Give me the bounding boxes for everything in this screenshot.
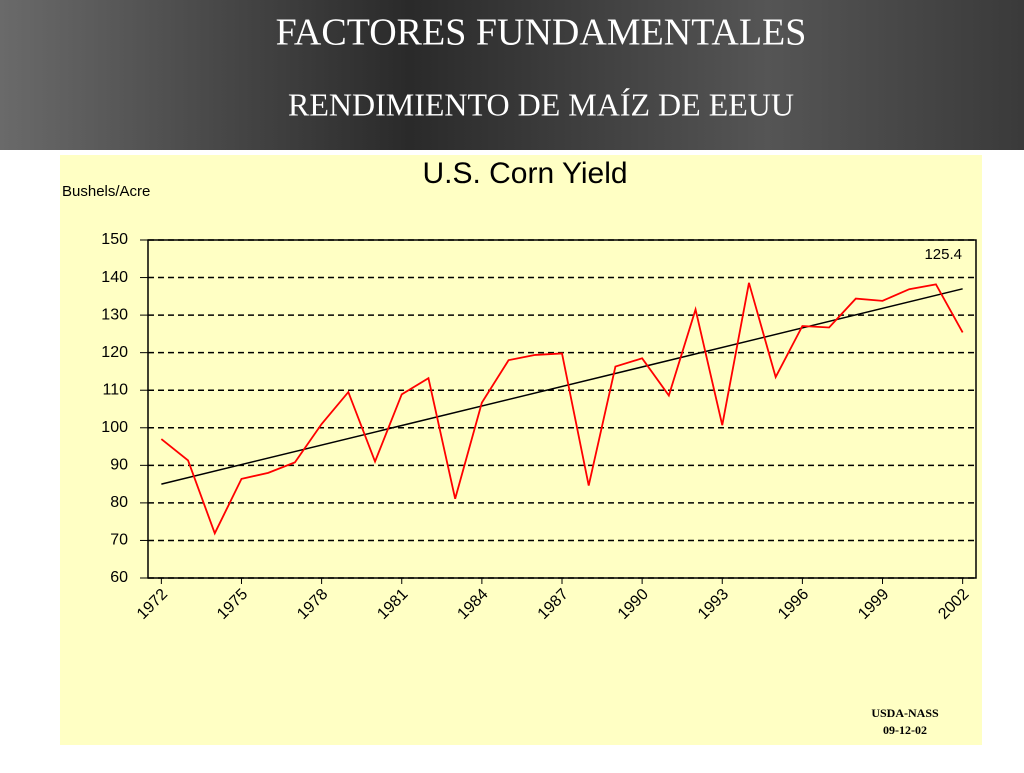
chart-title: U.S. Corn Yield	[422, 157, 627, 190]
y-tick-label: 70	[110, 532, 128, 549]
source-date: 09-12-02	[883, 723, 927, 737]
data-line	[160, 282, 964, 536]
y-tick-label: 100	[101, 419, 128, 436]
source: USDA-NASS	[871, 706, 939, 720]
banner	[0, 0, 1024, 150]
y-tick-label: 80	[110, 494, 128, 511]
y-tick-label: 150	[101, 231, 128, 248]
y-axis-label: Bushels/Acre	[62, 183, 150, 200]
y-tick-label: 130	[101, 306, 128, 323]
trend-line	[161, 288, 963, 485]
annotation: 125.4	[924, 246, 962, 263]
slide-title: FACTORES FUNDAMENTALES	[276, 12, 807, 54]
y-tick-label: 60	[110, 569, 128, 586]
slide-subtitle: RENDIMIENTO DE MAÍZ DE EEUU	[288, 86, 794, 122]
y-tick-label: 120	[101, 344, 128, 361]
chart-panel	[60, 155, 982, 745]
y-tick-label: 110	[102, 381, 128, 398]
y-tick-label: 140	[101, 269, 128, 286]
plot-frame	[147, 239, 977, 579]
y-tick-label: 90	[110, 457, 128, 474]
